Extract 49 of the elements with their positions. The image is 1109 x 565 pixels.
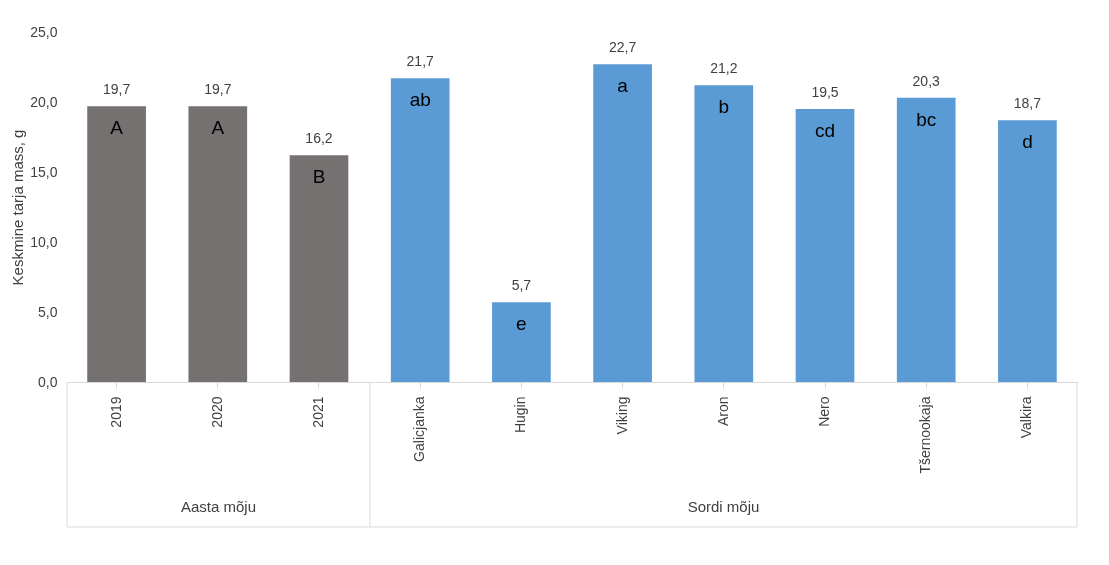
annotation: A [211, 117, 225, 139]
bar [492, 302, 551, 382]
annotation: cd [814, 120, 836, 141]
x-tick-label: Nero [816, 396, 833, 427]
bar [390, 78, 450, 382]
x-tick-label: Tšernookaja [917, 396, 934, 474]
y-tick-label: 10,0 [30, 233, 58, 250]
x-tick-label: Hugin [512, 396, 529, 434]
annotation: bc [916, 108, 937, 130]
y-tick-label: 15,0 [30, 163, 58, 180]
x-tick-label: Viking [613, 396, 630, 435]
bar [188, 106, 248, 382]
y-tick-label: 0,0 [38, 373, 58, 390]
bar [694, 85, 754, 382]
annotation: ab [409, 89, 431, 111]
data-label: 21,7 [406, 53, 435, 70]
annotation: B [312, 166, 326, 188]
data-label: 18,7 [1013, 95, 1042, 112]
x-tick-label: 2020 [208, 396, 225, 428]
y-axis-title: Keskmine tarja mass, g [9, 129, 27, 286]
text: Aasta mõju [180, 498, 257, 515]
x-tick-label: Aron [714, 396, 731, 427]
y-tick-label: 20,0 [30, 93, 58, 110]
x-tick-label: Valkira [1018, 396, 1035, 439]
data-label: 19,7 [102, 81, 131, 98]
x-tick-label: 2021 [309, 396, 326, 428]
data-label: 16,2 [305, 130, 333, 147]
bar [998, 120, 1057, 382]
x-tick-label: Galicjanka [411, 396, 428, 462]
annotation: d [1022, 131, 1033, 153]
bar [289, 155, 349, 382]
annotation: A [110, 117, 124, 139]
annotation: a [617, 75, 629, 97]
data-label: 20,3 [912, 72, 941, 89]
data-label: 22,7 [608, 39, 637, 56]
data-label: 21,2 [710, 60, 738, 77]
annotation: b [718, 96, 730, 118]
data-label: 19,5 [811, 84, 839, 100]
x-tick-label: 2019 [107, 396, 124, 428]
text: Sordi mõju [687, 498, 760, 515]
data-label: 19,7 [204, 81, 232, 98]
data-label: 5,7 [511, 277, 532, 294]
annotation: e [516, 313, 527, 335]
y-tick-label: 25,0 [30, 23, 58, 40]
y-tick-label: 5,0 [38, 303, 58, 320]
bar [896, 97, 956, 382]
bar [87, 106, 146, 382]
bar [593, 64, 652, 382]
bar [795, 109, 855, 382]
